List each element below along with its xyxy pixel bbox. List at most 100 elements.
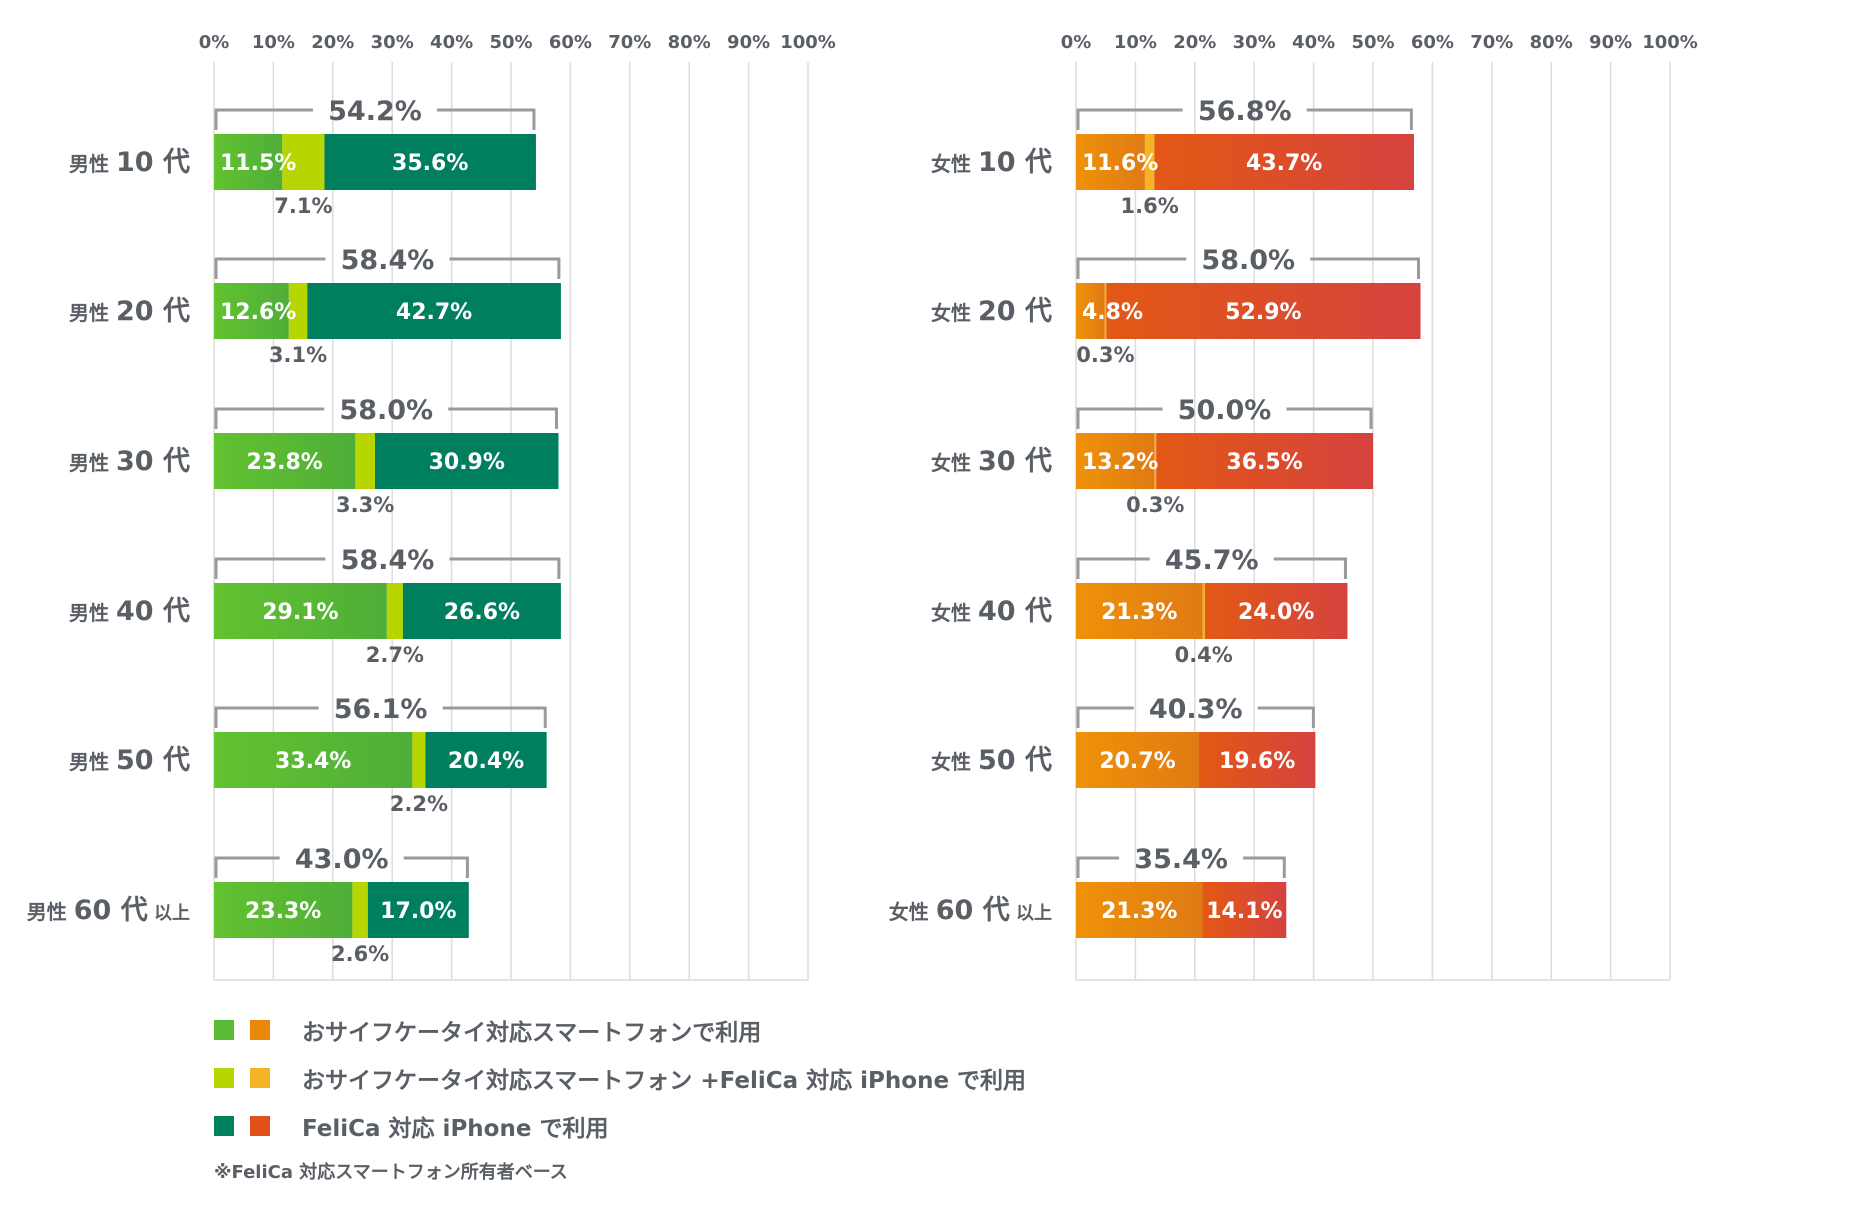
data-label-small: 2.2% <box>390 792 448 816</box>
category-gender: 男性 <box>69 301 116 325</box>
x-tick-label: 100% <box>780 32 836 53</box>
category-gender: 男性 <box>69 451 116 475</box>
category-gender: 男性 <box>27 900 74 924</box>
legend-item-osaifu: おサイフケータイ対応スマートフォンで利用 <box>214 1006 1026 1054</box>
total-bracket <box>1310 257 1421 279</box>
category-label: 男性 10 代 <box>69 147 190 178</box>
bar-segment <box>352 882 368 938</box>
legend-swatch-female <box>250 1068 270 1088</box>
x-tick-label: 70% <box>1470 32 1513 53</box>
legend-label: FeliCa 対応 iPhone で利用 <box>302 1116 609 1142</box>
category-age: 60 代 <box>74 895 148 926</box>
x-tick-label: 100% <box>1642 32 1698 53</box>
x-tick-label: 60% <box>1411 32 1454 53</box>
bar-segment <box>214 882 353 938</box>
data-label: 43.7% <box>1246 151 1322 176</box>
bar-segment <box>214 583 387 639</box>
data-label-small: 3.3% <box>336 493 394 517</box>
total-bracket <box>1286 407 1373 429</box>
x-tick-label: 90% <box>727 32 770 53</box>
x-tick-label: 20% <box>311 32 354 53</box>
bar-segment <box>282 134 325 190</box>
bar-segment <box>402 583 561 639</box>
total-bracket <box>214 706 319 728</box>
bar-segment <box>1076 134 1145 190</box>
x-tick-label: 40% <box>1292 32 1335 53</box>
legend: おサイフケータイ対応スマートフォンで利用 おサイフケータイ対応スマートフォン +… <box>214 1006 1026 1150</box>
chart-female: 0% 10% 20% 30% 40% 50% 60% 70% 80% 90% 100% 女性 10 代… <box>889 32 1698 981</box>
bar-segment <box>367 882 469 938</box>
bar-segment <box>1198 732 1316 788</box>
data-label: 21.3% <box>1101 899 1177 924</box>
bar-segment <box>288 283 308 339</box>
bar-segment <box>324 134 536 190</box>
bar-segment <box>1204 583 1348 639</box>
x-tick-label: 90% <box>1589 32 1632 53</box>
chart-male: 0% 10% 20% 30% 40% 50% 60% 70% 80% 90% 100% 男性 10 代… <box>27 32 836 981</box>
category-suffix: 以上 <box>1010 903 1052 924</box>
bar-segment <box>1144 134 1155 190</box>
x-tick-label: 20% <box>1173 32 1216 53</box>
total-bracket <box>1076 706 1134 728</box>
legend-swatch-male <box>214 1068 234 1088</box>
category-suffix: 以上 <box>148 903 190 924</box>
x-tick-label: 10% <box>252 32 295 53</box>
category-age: 10 代 <box>978 147 1052 178</box>
total-bracket <box>1306 108 1413 130</box>
category-age: 30 代 <box>978 446 1052 477</box>
x-tick-label: 0% <box>1061 32 1092 53</box>
category-gender: 女性 <box>931 152 978 176</box>
data-label: 4.8% <box>1082 300 1143 325</box>
x-tick-label: 40% <box>430 32 473 53</box>
x-tick-label: 30% <box>371 32 414 53</box>
category-label: 女性 10 代 <box>931 147 1052 178</box>
total-label: 58.4% <box>341 245 435 276</box>
category-age: 40 代 <box>116 596 190 627</box>
total-bracket <box>214 108 313 130</box>
data-label: 52.9% <box>1225 300 1301 325</box>
footnote: ※FeliCa 対応スマートフォン所有者ベース <box>214 1162 568 1183</box>
total-bracket <box>1257 706 1315 728</box>
bar-segment <box>1076 583 1203 639</box>
category-label: 女性 40 代 <box>931 596 1052 627</box>
data-label: 14.1% <box>1206 899 1282 924</box>
legend-item-both: おサイフケータイ対応スマートフォン +FeliCa 対応 iPhone で利用 <box>214 1054 1026 1102</box>
data-label: 11.6% <box>1082 151 1158 176</box>
legend-swatch-female <box>250 1020 270 1040</box>
total-label: 56.1% <box>334 694 428 725</box>
bar-segment <box>1076 732 1199 788</box>
category-age: 30 代 <box>116 446 190 477</box>
x-tick-label: 10% <box>1114 32 1157 53</box>
total-bracket <box>403 856 469 878</box>
total-bracket <box>1076 407 1163 429</box>
total-label: 58.4% <box>341 545 435 576</box>
data-label: 36.5% <box>1226 450 1302 475</box>
category-gender: 男性 <box>69 152 116 176</box>
total-label: 45.7% <box>1165 545 1259 576</box>
total-bracket <box>1273 557 1347 579</box>
data-label: 12.6% <box>220 300 296 325</box>
category-label: 男性 30 代 <box>69 446 190 477</box>
total-label: 56.8% <box>1198 96 1292 127</box>
legend-label: おサイフケータイ対応スマートフォン +FeliCa 対応 iPhone で利用 <box>302 1068 1027 1094</box>
bar-segment <box>214 283 289 339</box>
category-gender: 女性 <box>889 900 936 924</box>
data-label: 20.4% <box>448 749 524 774</box>
bar-segment <box>307 283 561 339</box>
bar-segment <box>214 732 413 788</box>
legend-item-iphone: FeliCa 対応 iPhone で利用 <box>214 1102 1026 1150</box>
data-label: 21.3% <box>1101 600 1177 625</box>
legend-label: おサイフケータイ対応スマートフォンで利用 <box>302 1020 762 1046</box>
total-label: 50.0% <box>1178 395 1272 426</box>
total-label: 58.0% <box>339 395 433 426</box>
category-label: 女性 30 代 <box>931 446 1052 477</box>
total-bracket <box>449 557 561 579</box>
x-tick-label: 70% <box>608 32 651 53</box>
category-label: 男性 50 代 <box>69 745 190 776</box>
data-label-small: 1.6% <box>1121 194 1179 218</box>
total-label: 58.0% <box>1201 245 1295 276</box>
total-bracket <box>448 407 559 429</box>
bar-segment <box>1106 283 1421 339</box>
